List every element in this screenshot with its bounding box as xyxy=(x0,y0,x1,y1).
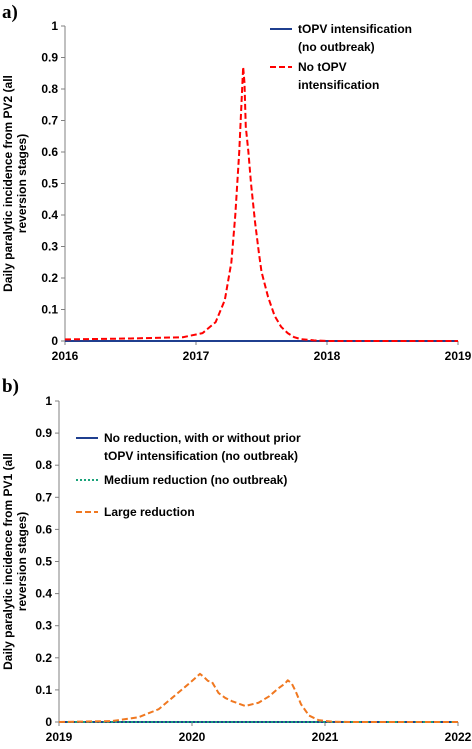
legend-label-1: No reduction, with or without prior xyxy=(104,431,301,445)
x-tick-label: 2019 xyxy=(46,730,73,744)
legend-label-2: No tOPV xyxy=(298,60,347,74)
series-line-2 xyxy=(64,65,458,342)
y-axis-label: Daily paralytic incidence from PV2 (all r… xyxy=(1,75,29,292)
legend-label-2: Medium reduction (no outbreak) xyxy=(104,473,287,487)
y-tick-label: 0.5 xyxy=(35,555,52,569)
y-tick-label: 0.4 xyxy=(35,587,52,601)
x-tick-label: 2017 xyxy=(183,349,210,363)
y-tick-label: 0.8 xyxy=(41,82,58,96)
y-tick-label: 0.2 xyxy=(35,651,52,665)
y-tick-label: 0.1 xyxy=(35,683,52,697)
legend-label-1: tOPV intensification xyxy=(298,22,412,36)
y-axis-label-line: Daily paralytic incidence from PV1 (all xyxy=(1,453,15,670)
legend-label-2: intensification xyxy=(298,78,379,92)
y-tick-label: 0.9 xyxy=(35,426,52,440)
x-tick-label: 2022 xyxy=(445,730,472,744)
y-tick-label: 0.7 xyxy=(35,490,52,504)
x-tick-label: 2016 xyxy=(52,349,79,363)
y-axis-label-line: reversion stages) xyxy=(15,512,29,611)
x-tick-label: 2018 xyxy=(314,349,341,363)
y-tick-label: 0.2 xyxy=(41,271,58,285)
chart-b-svg: 0 0.1 0.2 0.3 0.4 0.5 0.6 0.7 0.8 0.9 1 2019 2020 202… xyxy=(1,394,472,744)
y-tick-label: 0.3 xyxy=(41,240,58,254)
y-axis-label-line: reversion stages) xyxy=(15,134,29,233)
y-tick-label: 0.1 xyxy=(41,303,58,317)
legend-label-3: Large reduction xyxy=(104,505,195,519)
chart-a-svg: 0 0.1 0.2 0.3 0.4 0.5 0.6 0.7 0.8 0.9 1 2016 2017 201… xyxy=(1,19,472,363)
y-tick-label: 1 xyxy=(51,19,58,33)
x-tick-label: 2020 xyxy=(179,730,206,744)
panel-b-label: b) xyxy=(2,376,19,397)
y-tick-label: 0.9 xyxy=(41,51,58,65)
y-tick-label: 0.5 xyxy=(41,177,58,191)
y-tick-label: 0.7 xyxy=(41,114,58,128)
y-tick-label: 0 xyxy=(45,715,52,729)
y-tick-label: 0.6 xyxy=(35,522,52,536)
panel-a-label: a) xyxy=(2,2,18,23)
x-tick-label: 2021 xyxy=(312,730,339,744)
y-tick-label: 0 xyxy=(51,334,58,348)
legend-label-1: tOPV intensification (no outbreak) xyxy=(104,449,298,463)
y-tick-label: 0.4 xyxy=(41,208,58,222)
y-axis-label-line: Daily paralytic incidence from PV2 (all xyxy=(1,75,15,292)
series-line-3 xyxy=(58,672,458,723)
y-tick-label: 1 xyxy=(45,394,52,408)
y-tick-label: 0.3 xyxy=(35,619,52,633)
y-axis-label: Daily paralytic incidence from PV1 (all r… xyxy=(1,453,29,670)
y-tick-label: 0.8 xyxy=(35,458,52,472)
legend-label-1: (no outbreak) xyxy=(298,40,375,54)
chart-panel-b: b) 0 0.1 0.2 0.3 0.4 0.5 0.6 0.7 0.8 0.9 1 2019 2020… xyxy=(0,374,472,749)
y-tick-label: 0.6 xyxy=(41,145,58,159)
x-tick-label: 2019 xyxy=(445,349,472,363)
chart-panel-a: a) 0 0.1 0.2 0.3 0.4 0.5 0.6 0.7 0.8 0.9 1 2016 2017… xyxy=(0,0,472,374)
